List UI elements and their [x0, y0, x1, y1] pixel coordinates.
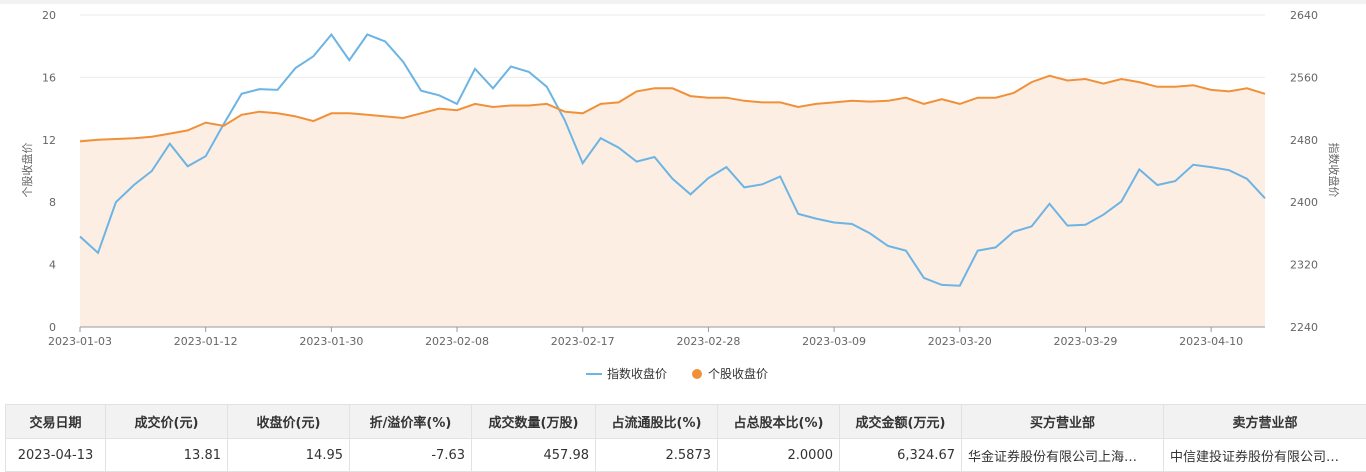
col-close-price: 收盘价(元) — [228, 405, 350, 439]
cell-buyer[interactable]: 华金证券股份有限公司上海… — [962, 439, 1164, 472]
left-tick-label: 8 — [49, 196, 56, 209]
left-tick-label: 12 — [42, 134, 56, 147]
right-axis-label: 指数收盘价 — [1327, 143, 1341, 198]
cell-volume: 457.98 — [472, 439, 596, 472]
table-row: 2023-04-13 13.81 14.95 -7.63 457.98 2.58… — [6, 439, 1366, 472]
col-total-ratio: 占总股本比(%) — [718, 405, 840, 439]
table-header-row: 交易日期 成交价(元) 收盘价(元) 折/溢价率(%) 成交数量(万股) 占流通… — [6, 405, 1366, 439]
col-trade-price: 成交价(元) — [106, 405, 228, 439]
col-amount: 成交金额(万元) — [840, 405, 962, 439]
legend-stock-label: 个股收盘价 — [708, 366, 768, 381]
left-tick-label: 0 — [49, 321, 56, 334]
col-premium-rate: 折/溢价率(%) — [350, 405, 472, 439]
cell-seller[interactable]: 中信建投证券股份有限公司… — [1164, 439, 1366, 472]
left-axis-label: 个股收盘价 — [20, 143, 34, 198]
x-tick-label: 2023-03-20 — [928, 335, 992, 348]
col-trade-date: 交易日期 — [6, 405, 106, 439]
price-chart: 0 2240 4 2320 8 2400 12 2480 16 2560 20 2640 2023-01… — [0, 0, 1366, 400]
cell-total-ratio: 2.0000 — [718, 439, 840, 472]
right-tick-label: 2240 — [1290, 321, 1318, 334]
stock-price-area — [80, 76, 1265, 327]
right-tick-label: 2480 — [1290, 134, 1318, 147]
right-tick-label: 2560 — [1290, 71, 1318, 84]
legend-stock-swatch — [692, 369, 702, 379]
x-tick-label: 2023-02-08 — [425, 335, 489, 348]
block-trade-table: 交易日期 成交价(元) 收盘价(元) 折/溢价率(%) 成交数量(万股) 占流通… — [5, 404, 1366, 472]
col-seller: 卖方营业部 — [1164, 405, 1366, 439]
x-tick-label: 2023-02-28 — [676, 335, 740, 348]
left-tick-label: 4 — [49, 259, 56, 272]
cell-trade-date: 2023-04-13 — [6, 439, 106, 472]
cell-trade-price: 13.81 — [106, 439, 228, 472]
col-float-ratio: 占流通股比(%) — [596, 405, 718, 439]
cell-premium-rate: -7.63 — [350, 439, 472, 472]
x-tick-label: 2023-01-03 — [48, 335, 112, 348]
cell-float-ratio: 2.5873 — [596, 439, 718, 472]
cell-close-price: 14.95 — [228, 439, 350, 472]
left-tick-label: 20 — [42, 9, 56, 22]
x-tick-label: 2023-02-17 — [551, 335, 615, 348]
col-volume: 成交数量(万股) — [472, 405, 596, 439]
x-tick-label: 2023-03-09 — [802, 335, 866, 348]
chart-legend: 指数收盘价 个股收盘价 — [586, 366, 768, 381]
left-tick-label: 16 — [42, 71, 56, 84]
x-tick-label: 2023-03-29 — [1053, 335, 1117, 348]
legend-index-label: 指数收盘价 — [607, 366, 667, 381]
x-tick-label: 2023-01-12 — [174, 335, 238, 348]
cell-amount: 6,324.67 — [840, 439, 962, 472]
right-tick-label: 2320 — [1290, 259, 1318, 272]
x-tick-label: 2023-04-10 — [1179, 335, 1243, 348]
col-buyer: 买方营业部 — [962, 405, 1164, 439]
x-tick-label: 2023-01-30 — [299, 335, 363, 348]
right-tick-label: 2640 — [1290, 9, 1318, 22]
right-tick-label: 2400 — [1290, 196, 1318, 209]
